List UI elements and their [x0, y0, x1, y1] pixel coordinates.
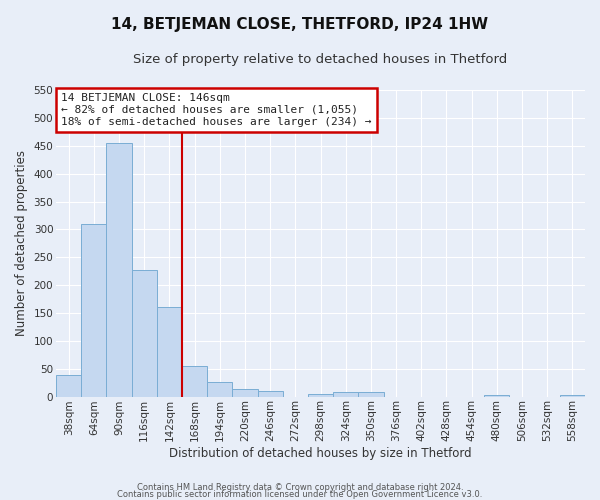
Text: Contains public sector information licensed under the Open Government Licence v3: Contains public sector information licen…: [118, 490, 482, 499]
Text: 14, BETJEMAN CLOSE, THETFORD, IP24 1HW: 14, BETJEMAN CLOSE, THETFORD, IP24 1HW: [112, 18, 488, 32]
Bar: [157, 308, 182, 396]
Bar: [207, 382, 232, 396]
Bar: [182, 366, 207, 396]
Bar: [232, 390, 257, 396]
Bar: [56, 376, 81, 396]
Y-axis label: Number of detached properties: Number of detached properties: [15, 150, 28, 336]
Bar: [358, 392, 383, 396]
Bar: [106, 143, 131, 397]
Bar: [257, 391, 283, 396]
Bar: [131, 270, 157, 396]
X-axis label: Distribution of detached houses by size in Thetford: Distribution of detached houses by size …: [169, 447, 472, 460]
Bar: [333, 392, 358, 396]
Title: Size of property relative to detached houses in Thetford: Size of property relative to detached ho…: [133, 52, 508, 66]
Bar: [81, 224, 106, 396]
Text: Contains HM Land Registry data © Crown copyright and database right 2024.: Contains HM Land Registry data © Crown c…: [137, 484, 463, 492]
Text: 14 BETJEMAN CLOSE: 146sqm
← 82% of detached houses are smaller (1,055)
18% of se: 14 BETJEMAN CLOSE: 146sqm ← 82% of detac…: [61, 94, 372, 126]
Bar: [308, 394, 333, 396]
